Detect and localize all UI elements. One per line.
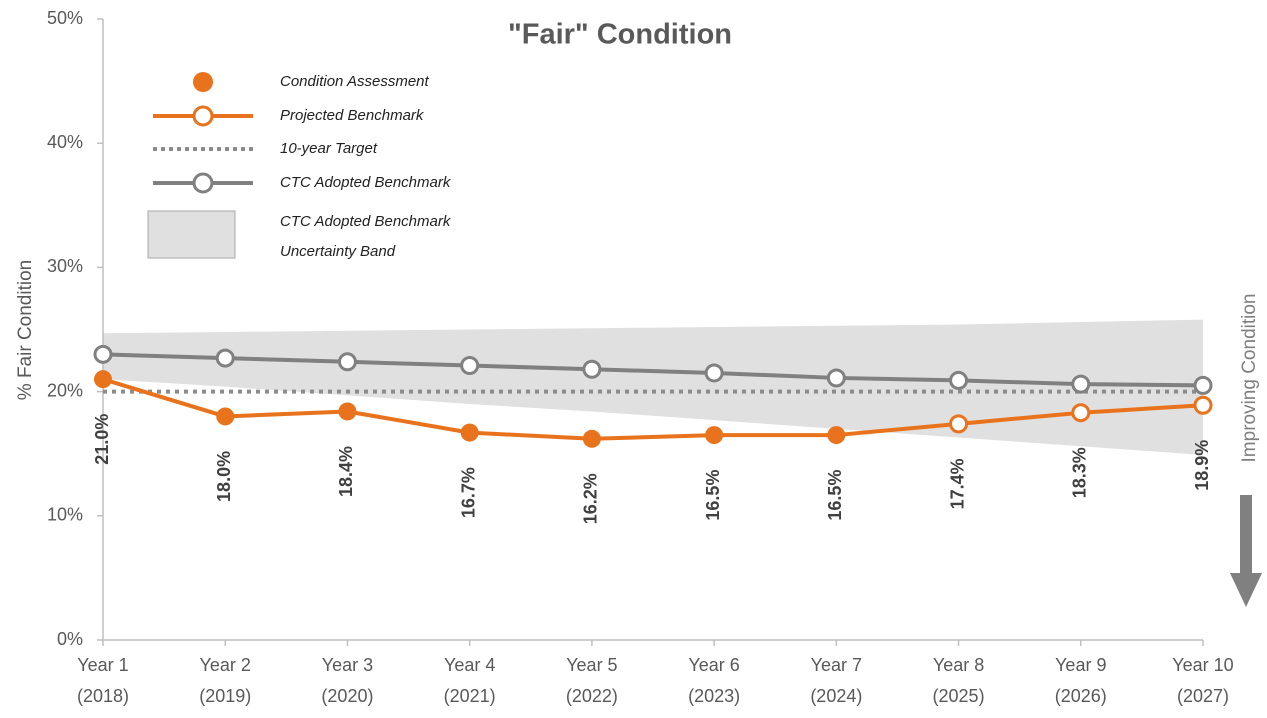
data-label: 18.4% (336, 446, 356, 497)
y-axis-label: % Fair Condition (15, 260, 36, 400)
marker (582, 429, 601, 448)
legend-symbol (192, 172, 214, 194)
marker (826, 368, 846, 388)
y-tick-label: 20% (47, 380, 83, 400)
marker (949, 414, 969, 434)
x-tick-label: Year 9 (1055, 655, 1106, 675)
data-label: 16.2% (581, 473, 601, 524)
x-tick-label: Year 1 (77, 655, 128, 675)
legend-label: Projected Benchmark (280, 107, 425, 124)
data-label: 18.3% (1070, 447, 1090, 498)
marker (460, 423, 479, 442)
marker (1193, 395, 1213, 415)
arrow (1230, 495, 1262, 607)
x-tick-label: (2024) (810, 686, 862, 706)
x-tick-label: (2023) (688, 686, 740, 706)
legend-label: 10-year Target (280, 140, 378, 157)
legend-symbol (192, 105, 214, 127)
x-tick-label: Year 8 (933, 655, 984, 675)
connector (836, 421, 959, 438)
x-tick-label: (2026) (1055, 686, 1107, 706)
marker (216, 407, 235, 426)
x-tick-label: (2020) (321, 686, 373, 706)
marker (704, 363, 724, 383)
x-tick-label: Year 3 (322, 655, 373, 675)
x-tick-label: (2025) (933, 686, 985, 706)
x-tick-label: Year 6 (688, 655, 739, 675)
y-tick-label: 50% (47, 8, 83, 28)
data-label: 16.5% (825, 470, 845, 521)
x-tick-label: (2018) (77, 686, 129, 706)
y-tick-label: 30% (47, 256, 83, 276)
marker (949, 370, 969, 390)
marker (1071, 403, 1091, 423)
marker (338, 402, 357, 421)
data-label: 21.0% (92, 414, 112, 465)
legend-label: CTC Adopted Benchmark Uncertainty Band (280, 213, 451, 260)
legend-symbol (193, 72, 213, 92)
marker (337, 352, 357, 372)
legend-symbol (147, 210, 236, 259)
y-tick-label: 0% (57, 629, 83, 649)
legend-label: Condition Assessment (280, 73, 430, 90)
annotation: Improving Condition (1239, 294, 1260, 463)
legend: Condition Assessment Projected Benchmark… (147, 72, 452, 259)
chart-title: "Fair" Condition (508, 19, 732, 51)
marker (705, 426, 724, 445)
series-line (102, 352, 1204, 388)
marker (94, 370, 112, 389)
data-label: 16.7% (458, 467, 478, 518)
x-tick-label: Year 10 (1172, 655, 1233, 675)
legend-label: CTC Adopted Benchmark (280, 174, 452, 191)
plot: 0% 10% 20% 30% 40% 50% Year 1 (2018) Year 2 (2019… (47, 8, 1234, 706)
x-tick-label: (2022) (566, 686, 618, 706)
marker (582, 359, 602, 379)
y-tick-label: 40% (47, 132, 83, 152)
marker (827, 426, 846, 445)
marker (215, 348, 235, 368)
data-label: 18.9% (1192, 440, 1212, 491)
marker (93, 344, 113, 364)
uncertainty-band (103, 319, 1203, 455)
x-tick-label: Year 4 (444, 655, 495, 675)
y-tick-label: 10% (47, 505, 83, 525)
marker (1193, 375, 1213, 395)
x-tick-label: (2027) (1177, 686, 1229, 706)
marker (460, 356, 480, 376)
x-tick-label: (2021) (444, 686, 496, 706)
x-tick-label: (2019) (199, 686, 251, 706)
x-tick-label: Year 5 (566, 655, 617, 675)
data-label: 16.5% (703, 470, 723, 521)
data-label: 18.0% (214, 451, 234, 502)
x-tick-label: Year 2 (200, 655, 251, 675)
marker (1071, 374, 1091, 394)
x-tick-label: Year 7 (811, 655, 862, 675)
data-label: 17.4% (947, 458, 967, 509)
